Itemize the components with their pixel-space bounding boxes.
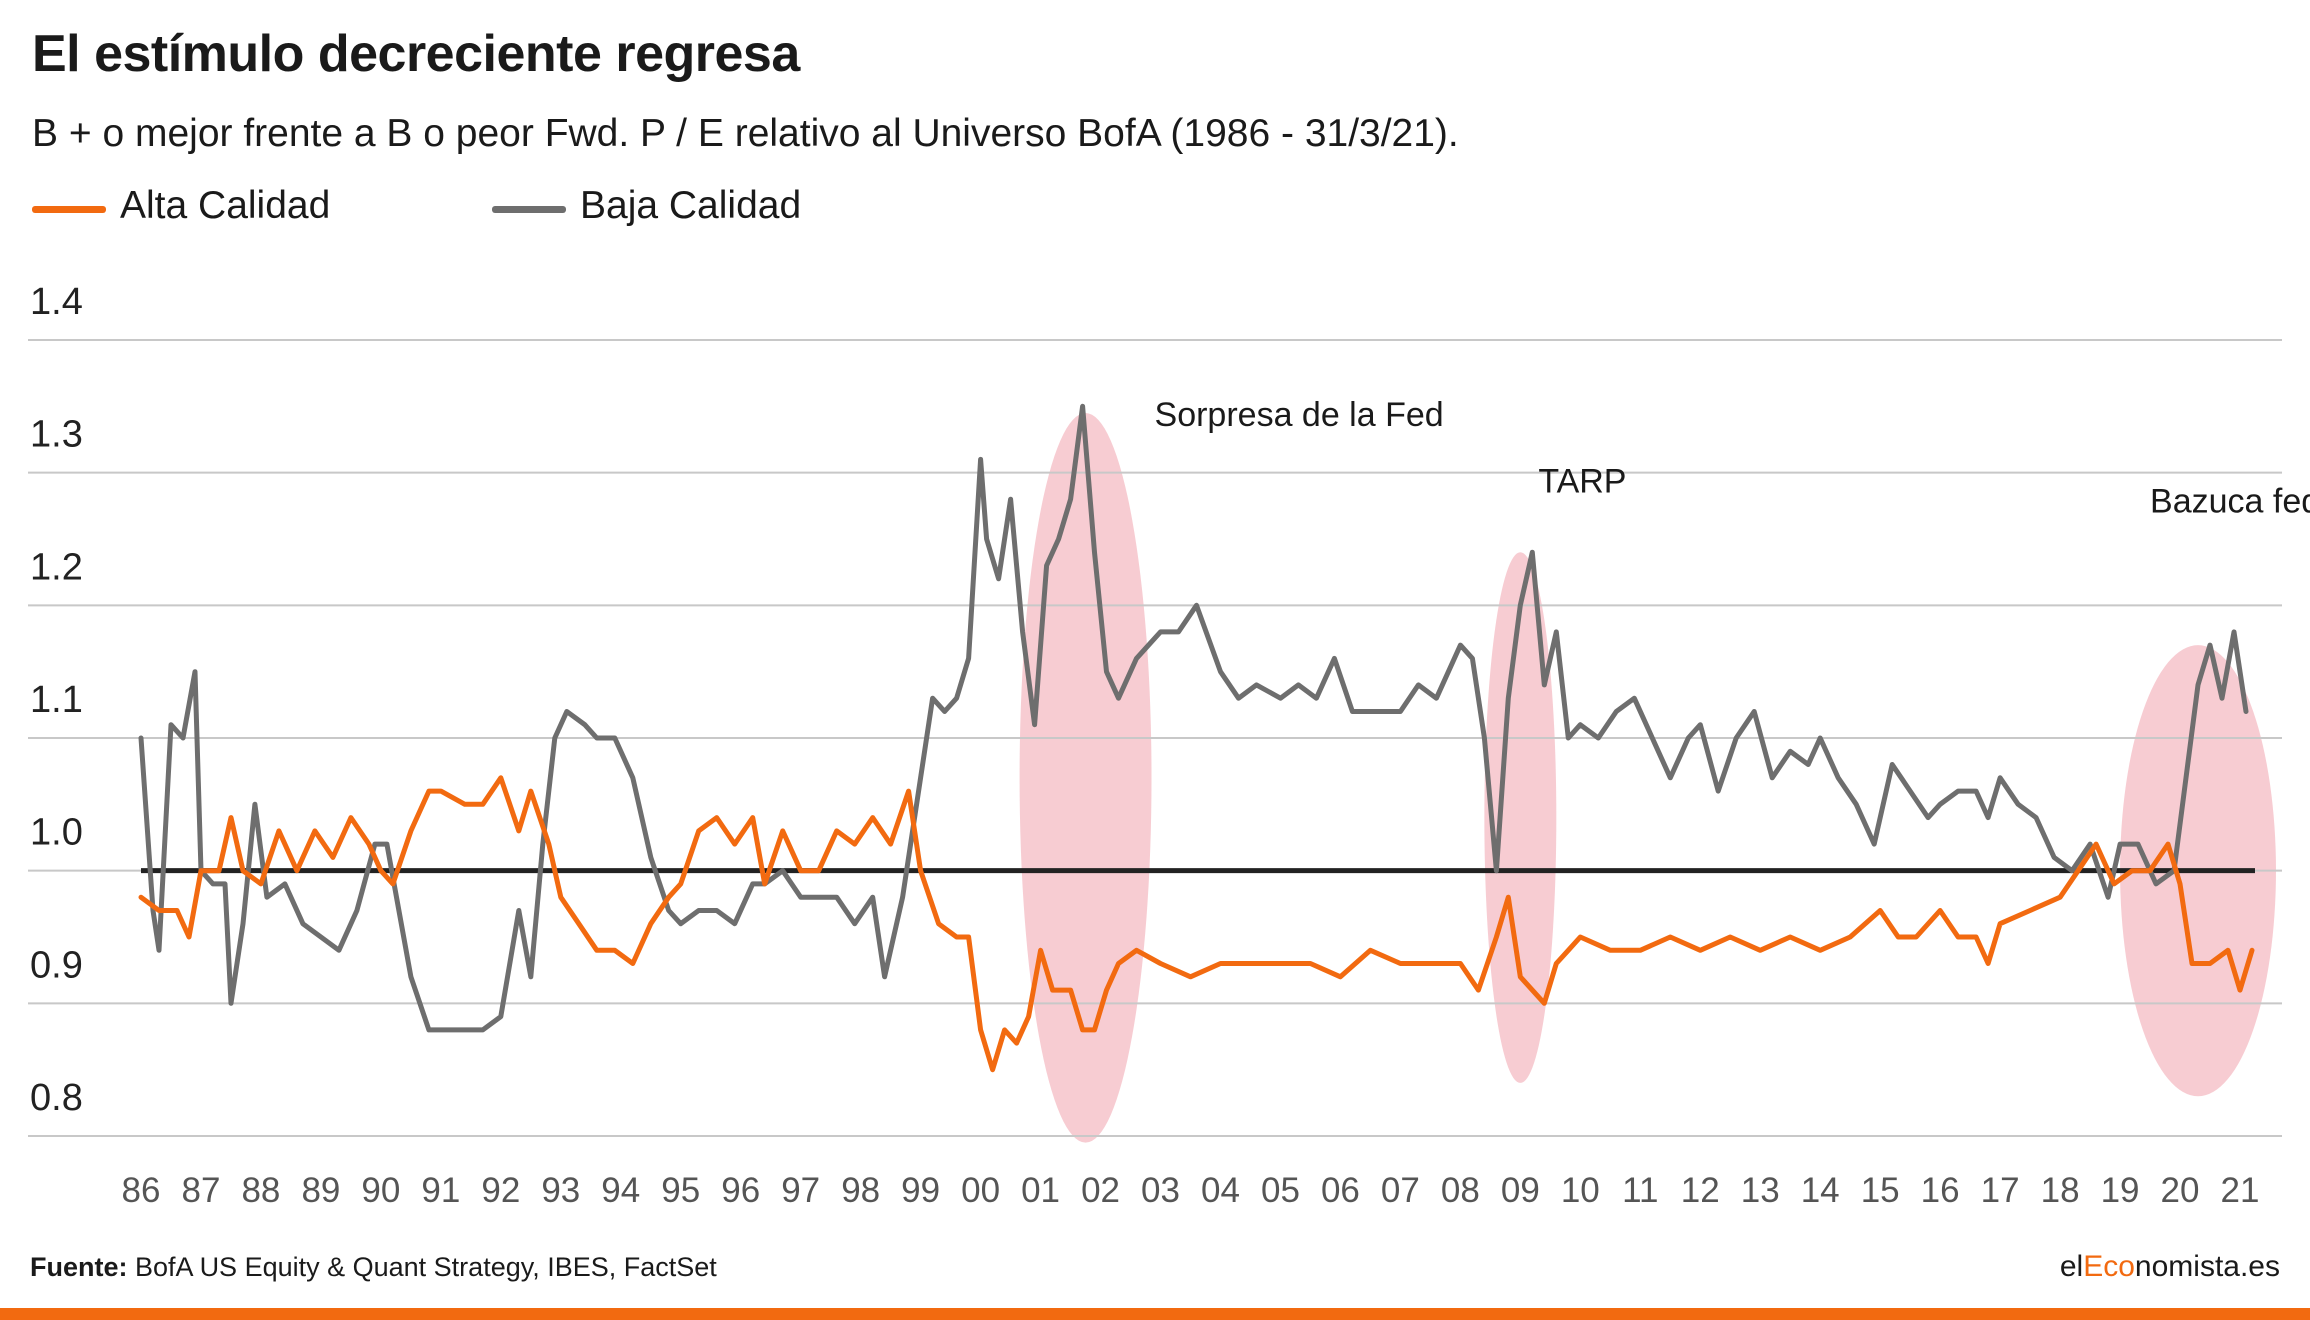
annotation-label-3: Bazuca federal / fiscal [2150, 482, 2310, 520]
y-tick-label: 0.9 [30, 944, 83, 986]
x-tick-label: 11 [1622, 1171, 1658, 1210]
x-tick-label: 91 [421, 1171, 460, 1210]
x-tick-label: 03 [1141, 1171, 1180, 1210]
x-tick-label: 93 [541, 1171, 580, 1210]
source-note: Fuente: BofA US Equity & Quant Strategy,… [30, 1252, 717, 1283]
x-tick-label: 89 [301, 1171, 340, 1210]
x-tick-label: 94 [601, 1171, 640, 1210]
brand-prefix: el [2059, 1250, 2084, 1283]
x-tick-label: 09 [1501, 1171, 1540, 1210]
x-tick-label: 88 [241, 1171, 280, 1210]
x-tick-label: 07 [1381, 1171, 1420, 1210]
x-axis-ticks: 86 87 88 89 90 91 92 93 94 95 96 97 98 99 00 01 02 03 04 05… [122, 1171, 2260, 1210]
gridlines [28, 339, 2282, 1137]
source-label: Fuente: [30, 1252, 128, 1282]
x-tick-label: 18 [2041, 1171, 2080, 1210]
series-lines [138, 403, 2255, 1073]
y-tick-label: 1.0 [30, 812, 83, 854]
y-tick-label: 1.2 [30, 546, 83, 588]
x-tick-label: 10 [1561, 1171, 1600, 1210]
x-tick-label: 97 [781, 1171, 820, 1210]
series-line-high-quality [138, 775, 2255, 1073]
brand-accent: Eco [2083, 1250, 2135, 1283]
x-tick-label: 04 [1201, 1171, 1240, 1210]
x-tick-label: 17 [1981, 1171, 2020, 1210]
x-tick-label: 02 [1081, 1171, 1120, 1210]
x-tick-label: 08 [1441, 1171, 1480, 1210]
series-line-low-quality [138, 403, 2249, 1033]
y-tick-label: 1.4 [30, 281, 83, 323]
highlight-ellipse-2 [1484, 552, 1557, 1083]
y-tick-label: 0.8 [30, 1077, 83, 1119]
x-tick-label: 00 [961, 1171, 1000, 1210]
brand-bar [0, 1308, 2310, 1320]
x-tick-label: 19 [2101, 1171, 2140, 1210]
x-tick-label: 13 [1741, 1171, 1780, 1210]
x-tick-label: 92 [481, 1171, 520, 1210]
x-tick-label: 96 [721, 1171, 760, 1210]
x-tick-label: 20 [2161, 1171, 2200, 1210]
legend-swatch-low-quality [492, 206, 566, 213]
legend-swatch-high-quality [32, 206, 106, 213]
x-tick-label: 21 [2221, 1171, 2260, 1210]
x-tick-label: 87 [182, 1171, 221, 1210]
x-tick-label: 16 [1921, 1171, 1960, 1210]
legend-label-high-quality: Alta Calidad [120, 184, 331, 227]
y-axis-ticks: 1.4 1.3 1.2 1.1 1.0 0.9 0.8 [30, 281, 83, 1119]
x-tick-label: 99 [901, 1171, 940, 1210]
x-tick-label: 01 [1021, 1171, 1060, 1210]
source-text: BofA US Equity & Quant Strategy, IBES, F… [135, 1252, 717, 1282]
chart-subtitle: B + o mejor frente a B o peor Fwd. P / E… [32, 112, 1459, 155]
y-tick-label: 1.1 [30, 679, 83, 721]
highlight-ellipse-1 [1019, 412, 1152, 1143]
y-tick-label: 1.3 [30, 414, 83, 456]
x-tick-label: 06 [1321, 1171, 1360, 1210]
annotations: Sorpresa de la Fed TARP Bazuca federal / f… [1155, 396, 2310, 520]
legend-label-low-quality: Baja Calidad [580, 184, 802, 227]
annotation-label-1: Sorpresa de la Fed [1155, 396, 1444, 434]
brand-suffix: nomista.es [2134, 1250, 2280, 1283]
x-tick-label: 15 [1861, 1171, 1900, 1210]
chart-title: El estímulo decreciente regresa [32, 25, 800, 83]
x-tick-label: 95 [661, 1171, 700, 1210]
brand-logo[interactable]: elEconomista.es [2060, 1250, 2280, 1284]
x-tick-label: 12 [1681, 1171, 1720, 1210]
x-tick-label: 98 [841, 1171, 880, 1210]
x-tick-label: 90 [361, 1171, 400, 1210]
x-tick-label: 86 [122, 1171, 161, 1210]
annotation-label-2: TARP [1538, 463, 1626, 501]
x-tick-label: 05 [1261, 1171, 1300, 1210]
x-tick-label: 14 [1801, 1171, 1840, 1210]
highlight-regions [1019, 412, 2276, 1143]
